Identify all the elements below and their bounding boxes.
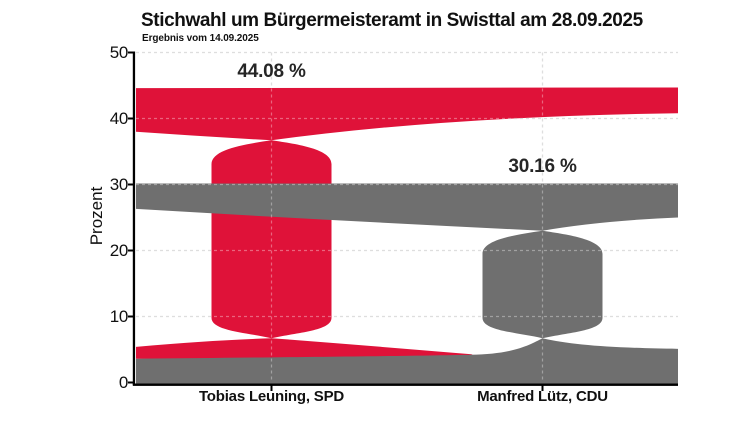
- series-spd-band: [136, 87, 678, 141]
- series-spd-base: [136, 338, 477, 360]
- y-axis-title: Prozent: [87, 186, 106, 246]
- x-axis-label: Manfred Lütz, CDU: [477, 388, 608, 405]
- chart-title: Stichwahl um Bürgermeisteramt in Swistta…: [141, 10, 643, 31]
- y-tick-label: 50: [109, 42, 129, 62]
- y-tick-label: 0: [118, 372, 128, 392]
- x-axis-label: Tobias Leuning, SPD: [198, 388, 345, 405]
- chart-subtitle: Ergebnis vom 14.09.2025: [142, 33, 259, 44]
- value-label: 44.08 %: [237, 61, 306, 83]
- y-tick-label: 20: [109, 240, 129, 260]
- value-label: 30.16 %: [508, 156, 577, 178]
- y-tick-label: 10: [109, 306, 129, 326]
- x-axis-line: [132, 383, 679, 386]
- y-tick-label: 40: [109, 108, 129, 128]
- y-axis-line: [132, 51, 136, 385]
- series-cdu-band: [136, 183, 678, 231]
- y-tick-label: 30: [109, 174, 129, 194]
- series-cdu-violin: [482, 230, 603, 339]
- series-cdu-base: [136, 338, 678, 384]
